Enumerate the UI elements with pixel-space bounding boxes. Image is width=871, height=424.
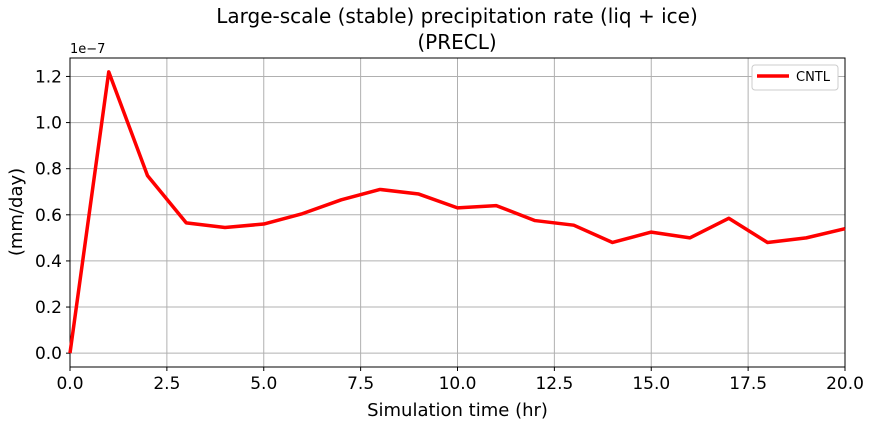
legend: CNTL [751,64,839,91]
x-tick-label: 2.5 [153,374,180,394]
x-tick-label: 5.0 [250,374,277,394]
x-tick-label: 17.5 [729,374,767,394]
x-axis-label: Simulation time (hr) [367,400,548,421]
series-line-cntl [68,70,846,354]
x-tick-label: 15.0 [632,374,670,394]
series [68,70,846,354]
y-tick-label: 0.4 [35,252,62,272]
y-tick-label: 0.0 [35,344,62,364]
x-tick-label: 12.5 [535,374,573,394]
axis-ticks: 0.0 2.5 5.0 7.5 10.0 12.5 15.0 17.5 20.0 0.0 0.2 0.… [35,67,864,394]
chart-title-line1: Large-scale (stable) precipitation rate … [216,4,698,28]
legend-label-cntl: CNTL [796,70,831,85]
x-tick-label: 20.0 [826,374,864,394]
y-tick-label: 1.2 [35,67,62,87]
chart-title-line2: (PRECL) [417,30,496,54]
x-tick-label: 10.0 [439,374,477,394]
y-axis-offset-label: 1e−7 [70,42,105,57]
legend-box [751,64,839,91]
grid [69,58,846,367]
y-tick-label: 0.2 [35,298,62,318]
y-tick-label: 0.8 [35,160,62,180]
y-tick-label: 1.0 [35,114,62,134]
x-tick-label: 0.0 [56,374,83,394]
y-tick-label: 0.6 [35,206,62,226]
x-tick-label: 7.5 [347,374,374,394]
y-axis-label: (mm/day) [6,168,27,256]
